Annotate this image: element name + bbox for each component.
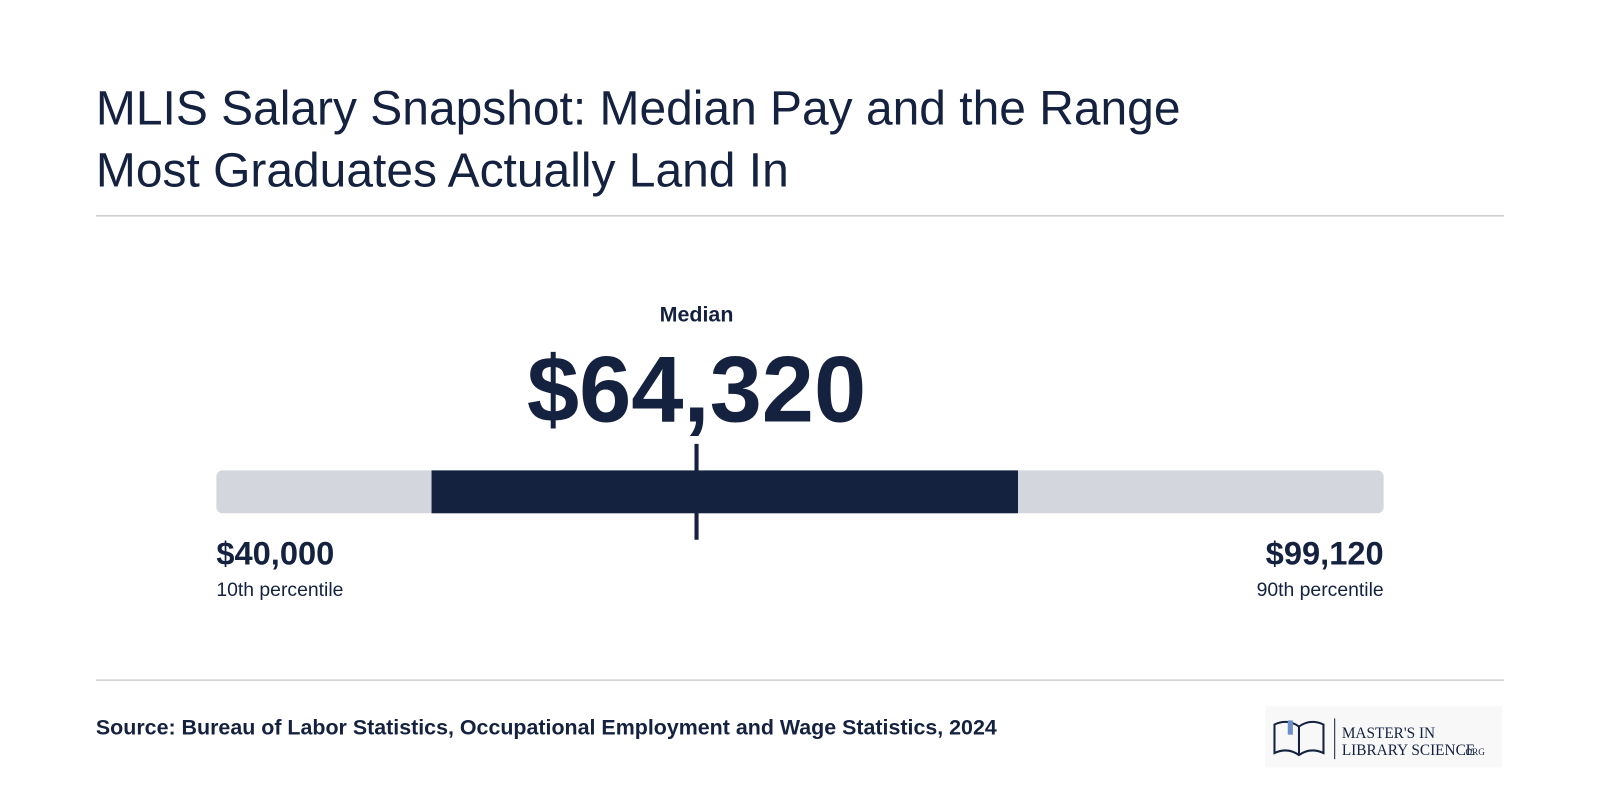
- median-value: $64,320: [527, 336, 866, 441]
- logo: MASTER'S IN LIBRARY SCIENCE .ORG: [1265, 706, 1503, 768]
- logo-bookmark: [1287, 720, 1293, 735]
- source: Source: Bureau of Labor Statistics, Occu…: [96, 716, 997, 740]
- title-line: Most Graduates Actually Land In: [96, 145, 789, 198]
- range-bar: [216, 443, 1384, 540]
- logo-bg: [1265, 706, 1503, 768]
- logo-text: LIBRARY SCIENCE: [1342, 742, 1475, 759]
- title-line: MLIS Salary Snapshot: Median Pay and the…: [96, 82, 1181, 135]
- high-value: $99,120: [1266, 534, 1384, 571]
- logo-text: MASTER'S IN: [1342, 725, 1435, 742]
- high-caption: 90th percentile: [1257, 579, 1384, 601]
- median-caption: Median: [660, 302, 734, 326]
- low-value: $40,000: [216, 534, 334, 571]
- low-caption: 10th percentile: [216, 579, 343, 601]
- range-band: [431, 470, 1018, 514]
- logo-text: .ORG: [1463, 747, 1485, 757]
